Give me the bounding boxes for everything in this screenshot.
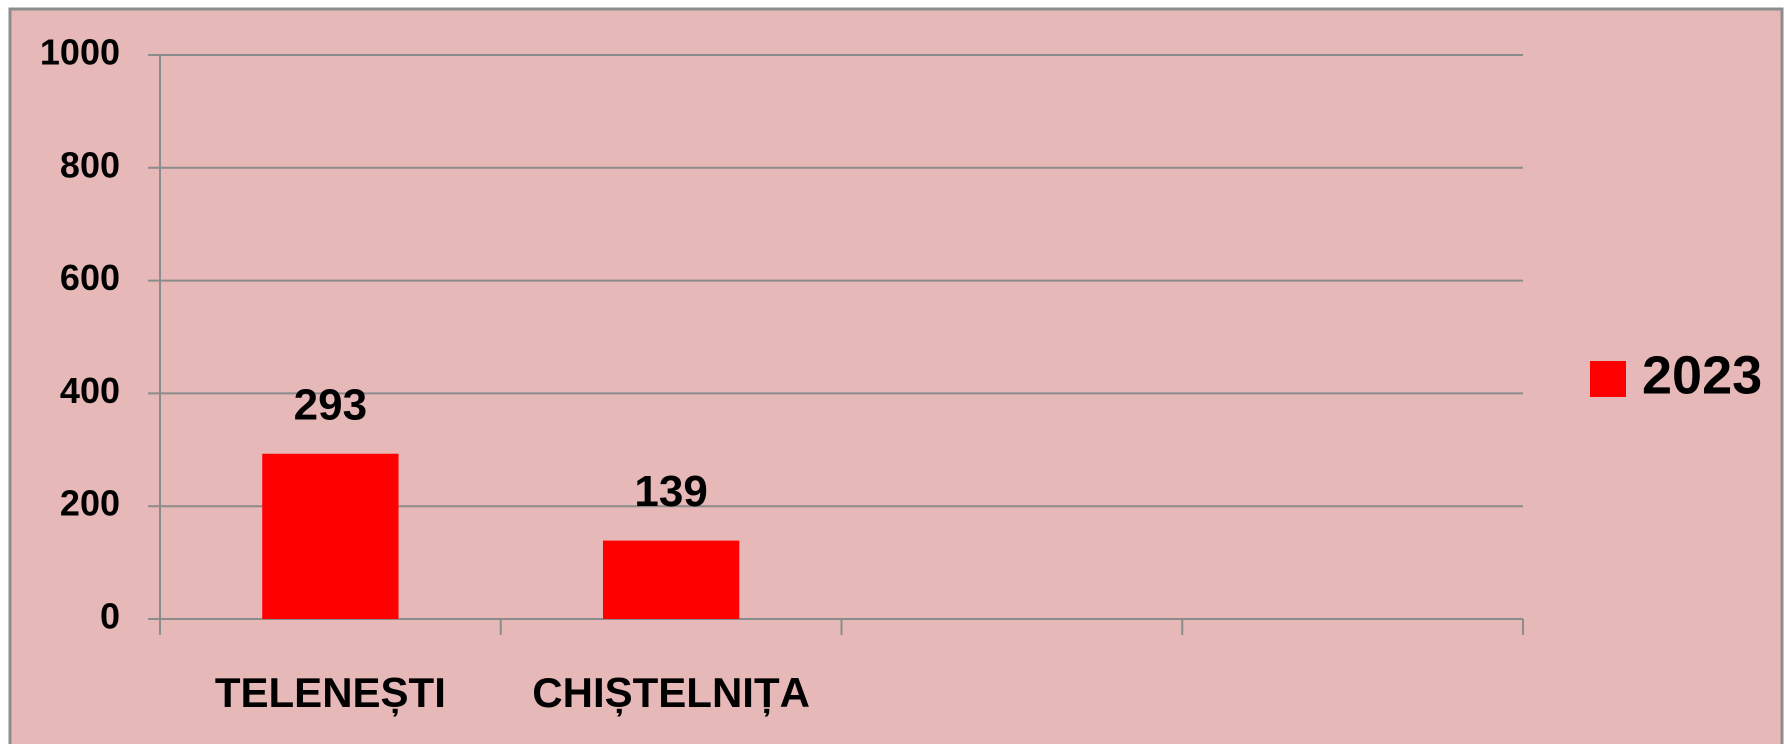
y-tick-label: 0: [100, 596, 120, 637]
legend-label: 2023: [1642, 345, 1762, 405]
y-tick-label: 600: [60, 257, 120, 298]
x-tick-label: CHIȘTELNIȚA: [532, 669, 810, 717]
x-tick-label: TELENEȘTI: [215, 669, 446, 717]
y-tick-label: 400: [60, 370, 120, 411]
y-tick-label: 800: [60, 144, 120, 185]
data-label: 139: [634, 467, 707, 516]
y-tick-label: 1000: [40, 32, 120, 73]
bar: [602, 540, 740, 619]
data-label: 293: [294, 380, 367, 429]
bar: [262, 453, 399, 619]
chart-background: [8, 7, 1784, 744]
legend-swatch: [1590, 361, 1626, 397]
y-tick-label: 200: [60, 483, 120, 524]
